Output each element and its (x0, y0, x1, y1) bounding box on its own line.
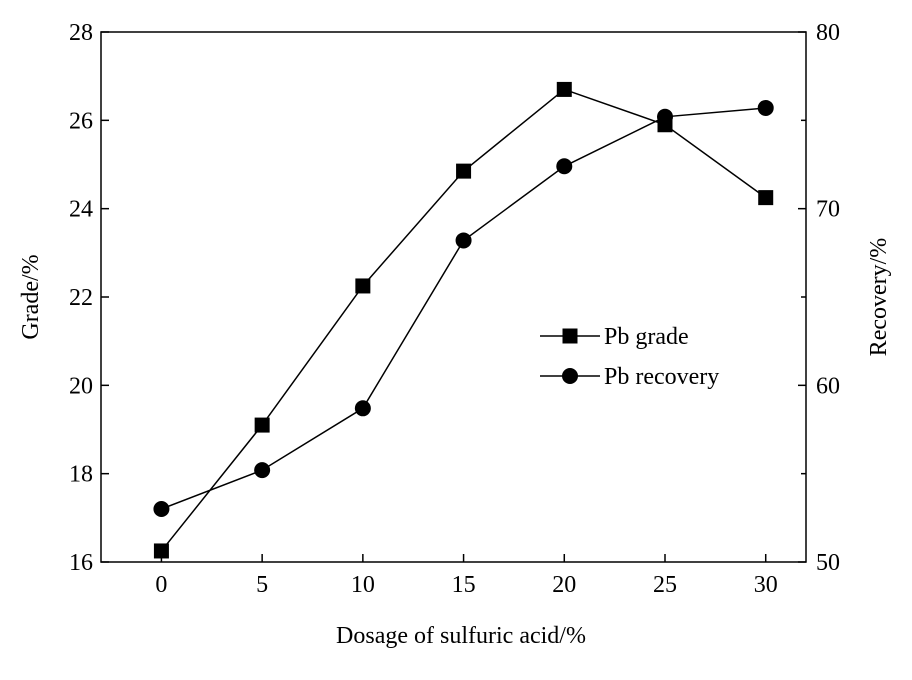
point-pb-grade (556, 81, 572, 97)
axes: 0 5 10 15 20 25 30 16 18 20 22 24 26 28 50 60 70 80 (69, 20, 840, 598)
point-pb-recovery (657, 108, 673, 125)
legend-label-pb-recovery: Pb recovery (604, 364, 719, 390)
legend-marker-pb-recovery (562, 368, 578, 384)
point-pb-recovery (153, 501, 170, 517)
point-pb-grade (456, 163, 472, 179)
point-pb-grade (758, 190, 774, 206)
y-axis-left-label: Grade/% (18, 254, 44, 339)
y-left-tick-label: 24 (69, 197, 93, 223)
legend-label-pb-grade: Pb grade (604, 324, 689, 350)
y-right-tick-label: 50 (816, 550, 840, 576)
y-right-tick-label: 60 (816, 373, 840, 399)
point-pb-recovery (757, 99, 774, 116)
x-tick-label: 5 (256, 572, 268, 598)
point-pb-recovery (354, 400, 371, 417)
plot-frame (100, 31, 807, 563)
y-left-tick-label: 16 (69, 550, 93, 576)
point-pb-recovery (556, 158, 573, 175)
x-tick-label: 25 (653, 572, 677, 598)
y-right-tick-label: 80 (816, 20, 840, 46)
y-right-tick-label: 70 (816, 197, 840, 223)
legend: Pb grade Pb recovery (540, 324, 719, 390)
x-axis-label: Dosage of sulfuric acid/% (336, 623, 586, 649)
x-tick-label: 10 (351, 572, 375, 598)
point-pb-grade (254, 417, 270, 433)
y-axis-right-label: Recovery/% (866, 238, 892, 357)
point-pb-grade (153, 543, 169, 559)
x-tick-label: 20 (552, 572, 576, 598)
y-left-tick-label: 18 (69, 462, 93, 488)
point-pb-grade (355, 278, 371, 294)
point-pb-recovery (254, 462, 271, 479)
y-left-tick-label: 28 (69, 20, 93, 46)
x-tick-label: 0 (155, 572, 167, 598)
series-line-pb-grade (160, 88, 767, 552)
y-left-tick-label: 22 (69, 285, 93, 311)
y-left-tick-label: 20 (69, 373, 93, 399)
point-pb-recovery (455, 232, 472, 249)
x-tick-label: 30 (754, 572, 778, 598)
y-left-tick-label: 26 (69, 108, 93, 134)
legend-marker-pb-grade (562, 328, 578, 344)
series-layer (153, 81, 774, 559)
x-tick-label: 15 (452, 572, 476, 598)
